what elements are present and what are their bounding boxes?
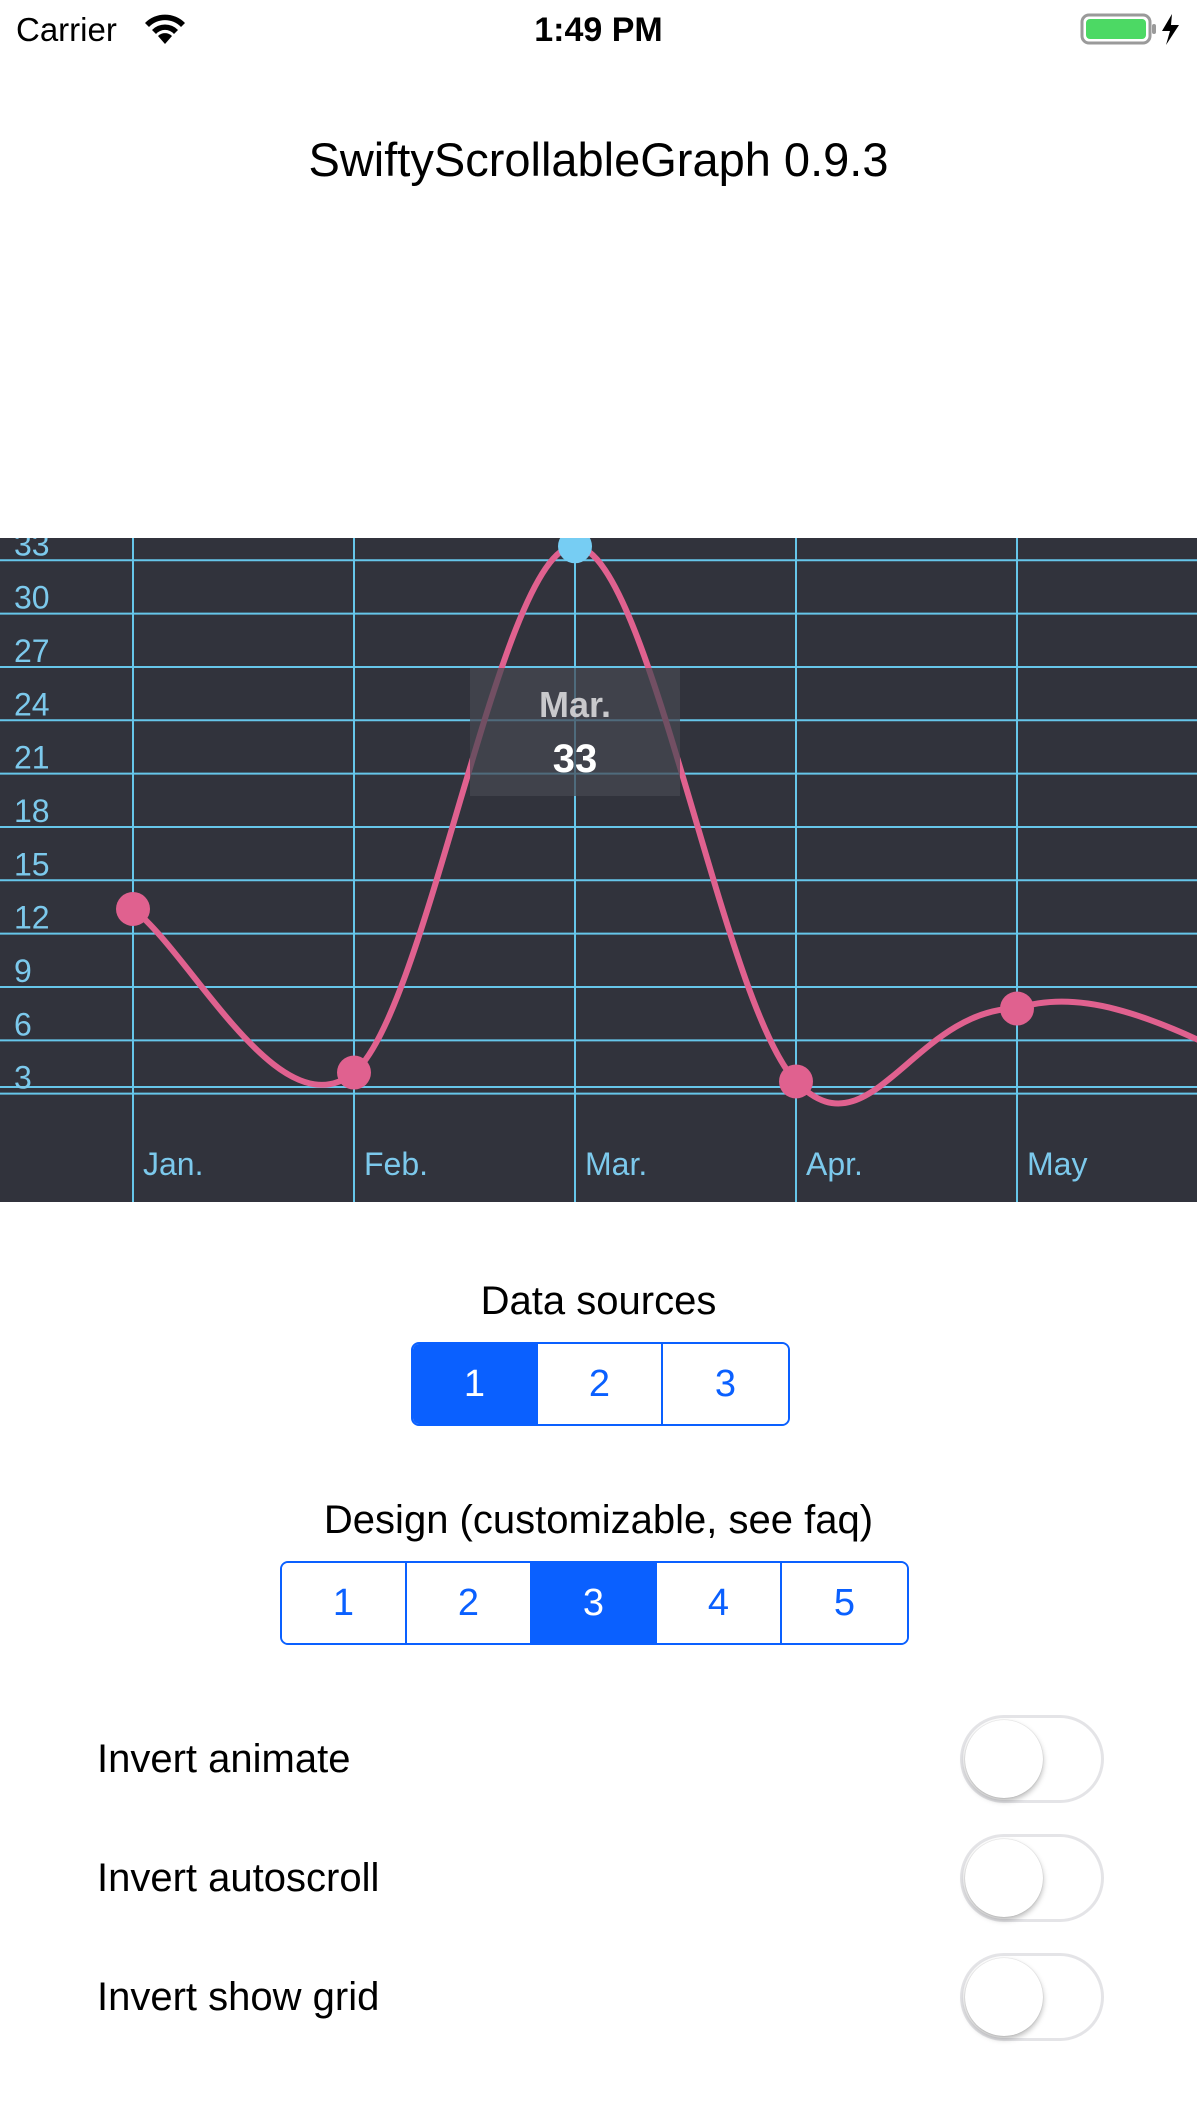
invert-autoscroll-label: Invert autoscroll [97,1856,380,1900]
tooltip-box [470,668,680,796]
invert-animate-label: Invert animate [97,1737,351,1781]
x-tick-label: Jan. [143,1146,203,1182]
invert-show-grid-label: Invert show grid [97,1975,380,2019]
data-point [779,1064,813,1099]
status-time: 1:49 PM [534,11,663,49]
y-tick-label: 6 [14,1006,32,1042]
y-tick-label: 12 [14,900,50,936]
y-tick-label: 3 [14,1060,32,1096]
highlighted-point [558,538,592,564]
design-segment-5[interactable]: 5 [782,1563,907,1643]
switch-knob [965,1958,1043,2036]
tooltip-label: Mar. [539,684,611,725]
tooltip-value: 33 [553,737,598,781]
data-source-segment-3[interactable]: 3 [663,1344,788,1424]
data-point [337,1055,371,1090]
y-tick-label: 27 [14,633,50,669]
data-point [116,891,150,926]
y-tick-label: 33 [14,538,50,562]
y-tick-label: 30 [14,580,50,616]
data-source-segment-1[interactable]: 1 [413,1344,538,1424]
switch-knob [965,1720,1043,1798]
data-point [1000,991,1034,1026]
design-segment-1[interactable]: 1 [282,1563,407,1643]
invert-animate-switch[interactable] [960,1715,1104,1803]
data-source-segment-2[interactable]: 2 [538,1344,663,1424]
design-segment-2[interactable]: 2 [407,1563,532,1643]
y-tick-label: 9 [14,953,32,989]
invert-show-grid-switch[interactable] [960,1953,1104,2041]
wifi-icon [144,14,186,51]
y-tick-label: 21 [14,740,50,776]
data-sources-label: Data sources [480,1279,717,1323]
x-tick-label: May [1027,1146,1087,1182]
line-chart[interactable]: 3 6 9 12 15 18 21 24 27 30 33 Jan. Feb. Mar. Apr. May Ma… [0,538,1197,1202]
y-tick-label: 15 [14,846,50,882]
data-sources-segmented-control: 1 2 3 [411,1342,790,1426]
design-label: Design (customizable, see faq) [323,1498,874,1542]
design-segmented-control: 1 2 3 4 5 [280,1561,909,1645]
y-tick-label: 18 [14,793,50,829]
invert-autoscroll-switch[interactable] [960,1834,1104,1922]
design-segment-4[interactable]: 4 [657,1563,782,1643]
x-tick-label: Apr. [806,1146,863,1182]
battery-charging-icon [1080,12,1190,51]
y-tick-label: 24 [14,686,50,722]
series-line [130,543,1197,1107]
page-title: SwiftyScrollableGraph 0.9.3 [308,133,889,186]
x-tick-label: Feb. [364,1146,428,1182]
chart-canvas: 3 6 9 12 15 18 21 24 27 30 33 Jan. Feb. Mar. Apr. May Ma… [0,538,1197,1202]
x-tick-label: Mar. [585,1146,647,1182]
switch-knob [965,1839,1043,1917]
design-segment-3[interactable]: 3 [532,1563,657,1643]
carrier-label: Carrier [16,11,117,48]
